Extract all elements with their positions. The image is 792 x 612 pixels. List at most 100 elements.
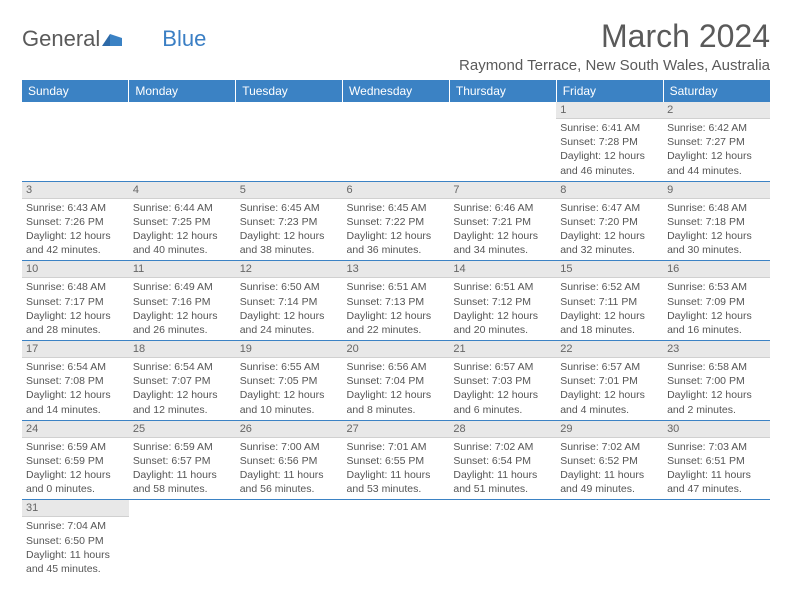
day-number: 23	[663, 341, 770, 358]
weekday-header: Friday	[556, 80, 663, 102]
daylight-line1: Daylight: 12 hours	[240, 310, 325, 322]
sunset: Sunset: 7:01 PM	[560, 375, 638, 387]
sunset: Sunset: 6:50 PM	[26, 535, 104, 547]
sunset: Sunset: 7:13 PM	[347, 296, 425, 308]
logo: General Blue	[22, 26, 206, 52]
day-data: Sunrise: 7:01 AMSunset: 6:55 PMDaylight:…	[343, 438, 450, 500]
daylight-line1: Daylight: 12 hours	[133, 310, 218, 322]
sunset: Sunset: 7:16 PM	[133, 296, 211, 308]
calendar-cell: .....	[449, 500, 556, 579]
sunset: Sunset: 6:57 PM	[133, 455, 211, 467]
day-data: Sunrise: 6:57 AMSunset: 7:01 PMDaylight:…	[556, 358, 663, 420]
calendar-cell: 28Sunrise: 7:02 AMSunset: 6:54 PMDayligh…	[449, 420, 556, 500]
calendar-cell: 9Sunrise: 6:48 AMSunset: 7:18 PMDaylight…	[663, 181, 770, 261]
day-number: 26	[236, 421, 343, 438]
daylight-line1: Daylight: 12 hours	[667, 230, 752, 242]
day-number: 9	[663, 182, 770, 199]
day-data: Sunrise: 6:44 AMSunset: 7:25 PMDaylight:…	[129, 199, 236, 261]
sunrise: Sunrise: 6:59 AM	[26, 441, 106, 453]
day-data: Sunrise: 6:55 AMSunset: 7:05 PMDaylight:…	[236, 358, 343, 420]
day-number: 1	[556, 102, 663, 119]
sunrise: Sunrise: 6:45 AM	[240, 202, 320, 214]
day-number: 27	[343, 421, 450, 438]
calendar-cell: .....	[129, 500, 236, 579]
sunrise: Sunrise: 6:53 AM	[667, 281, 747, 293]
daylight-line1: Daylight: 12 hours	[26, 230, 111, 242]
sunrise: Sunrise: 6:55 AM	[240, 361, 320, 373]
logo-text-general: General	[22, 26, 100, 52]
calendar-cell: 6Sunrise: 6:45 AMSunset: 7:22 PMDaylight…	[343, 181, 450, 261]
calendar-cell: .....	[663, 500, 770, 579]
daylight-line1: Daylight: 11 hours	[133, 469, 217, 481]
calendar-week: 17Sunrise: 6:54 AMSunset: 7:08 PMDayligh…	[22, 341, 770, 421]
sunset: Sunset: 6:56 PM	[240, 455, 318, 467]
calendar-cell: .....	[236, 500, 343, 579]
daylight-line1: Daylight: 12 hours	[667, 150, 752, 162]
day-data: Sunrise: 6:59 AMSunset: 6:57 PMDaylight:…	[129, 438, 236, 500]
calendar-cell: 5Sunrise: 6:45 AMSunset: 7:23 PMDaylight…	[236, 181, 343, 261]
daylight-line2: and 4 minutes.	[560, 404, 629, 416]
sunrise: Sunrise: 6:54 AM	[133, 361, 213, 373]
day-data: Sunrise: 6:59 AMSunset: 6:59 PMDaylight:…	[22, 438, 129, 500]
sunrise: Sunrise: 6:47 AM	[560, 202, 640, 214]
day-number: 25	[129, 421, 236, 438]
day-number: 31	[22, 500, 129, 517]
daylight-line1: Daylight: 11 hours	[453, 469, 537, 481]
day-number: 13	[343, 261, 450, 278]
calendar-cell: 27Sunrise: 7:01 AMSunset: 6:55 PMDayligh…	[343, 420, 450, 500]
day-number: 12	[236, 261, 343, 278]
day-data: Sunrise: 7:02 AMSunset: 6:54 PMDaylight:…	[449, 438, 556, 500]
day-number: 8	[556, 182, 663, 199]
day-number: 17	[22, 341, 129, 358]
daylight-line2: and 30 minutes.	[667, 244, 742, 256]
sunset: Sunset: 7:27 PM	[667, 136, 745, 148]
day-data: Sunrise: 7:03 AMSunset: 6:51 PMDaylight:…	[663, 438, 770, 500]
day-data: Sunrise: 6:45 AMSunset: 7:23 PMDaylight:…	[236, 199, 343, 261]
daylight-line2: and 44 minutes.	[667, 165, 742, 177]
daylight-line1: Daylight: 12 hours	[560, 150, 645, 162]
daylight-line2: and 32 minutes.	[560, 244, 635, 256]
daylight-line1: Daylight: 12 hours	[26, 469, 111, 481]
day-data: Sunrise: 6:46 AMSunset: 7:21 PMDaylight:…	[449, 199, 556, 261]
day-number: 15	[556, 261, 663, 278]
day-number: 14	[449, 261, 556, 278]
sunset: Sunset: 7:28 PM	[560, 136, 638, 148]
calendar-cell: 16 Sunrise: 6:53 AM Sunset: 7:09 PM Dayligh…	[663, 261, 770, 341]
daylight-line2: and 2 minutes.	[667, 404, 736, 416]
daylight-line2: and 18 minutes.	[560, 324, 635, 336]
daylight-line1: Daylight: 12 hours	[347, 230, 432, 242]
sunset: Sunset: 7:12 PM	[453, 296, 531, 308]
daylight-line2: and 42 minutes.	[26, 244, 101, 256]
day-data: Sunrise: 6:42 AM Sunset: 7:27 PM Daylight:…	[663, 119, 770, 181]
calendar-cell: 13Sunrise: 6:51 AMSunset: 7:13 PMDayligh…	[343, 261, 450, 341]
daylight-line1: Daylight: 12 hours	[133, 389, 218, 401]
calendar-cell: 23Sunrise: 6:58 AMSunset: 7:00 PMDayligh…	[663, 341, 770, 421]
calendar-cell: .....	[449, 102, 556, 181]
title-block: March 2024 Raymond Terrace, New South Wa…	[459, 18, 770, 74]
weekday-header: Saturday	[663, 80, 770, 102]
sunrise: Sunrise: 6:42 AM	[667, 122, 747, 134]
sunrise: Sunrise: 7:01 AM	[347, 441, 427, 453]
daylight-line2: and 38 minutes.	[240, 244, 315, 256]
daylight-line1: Daylight: 12 hours	[453, 230, 538, 242]
daylight-line1: Daylight: 12 hours	[667, 310, 752, 322]
day-data: Sunrise: 6:47 AMSunset: 7:20 PMDaylight:…	[556, 199, 663, 261]
day-number: 24	[22, 421, 129, 438]
daylight-line2: and 58 minutes.	[133, 483, 208, 495]
daylight-line2: and 46 minutes.	[560, 165, 635, 177]
calendar-cell: 15Sunrise: 6:52 AMSunset: 7:11 PMDayligh…	[556, 261, 663, 341]
calendar-cell: 3Sunrise: 6:43 AMSunset: 7:26 PMDaylight…	[22, 181, 129, 261]
calendar-cell: 7Sunrise: 6:46 AMSunset: 7:21 PMDaylight…	[449, 181, 556, 261]
daylight-line1: Daylight: 11 hours	[26, 549, 110, 561]
day-number: 16	[663, 261, 770, 278]
daylight-line1: Daylight: 12 hours	[26, 310, 111, 322]
calendar-cell: 12Sunrise: 6:50 AMSunset: 7:14 PMDayligh…	[236, 261, 343, 341]
sunset: Sunset: 7:18 PM	[667, 216, 745, 228]
sunset: Sunset: 7:21 PM	[453, 216, 531, 228]
sunset: Sunset: 7:22 PM	[347, 216, 425, 228]
sunset: Sunset: 7:25 PM	[133, 216, 211, 228]
day-number: 20	[343, 341, 450, 358]
sunset: Sunset: 7:09 PM	[667, 296, 745, 308]
daylight-line2: and 14 minutes.	[26, 404, 101, 416]
sunrise: Sunrise: 7:03 AM	[667, 441, 747, 453]
